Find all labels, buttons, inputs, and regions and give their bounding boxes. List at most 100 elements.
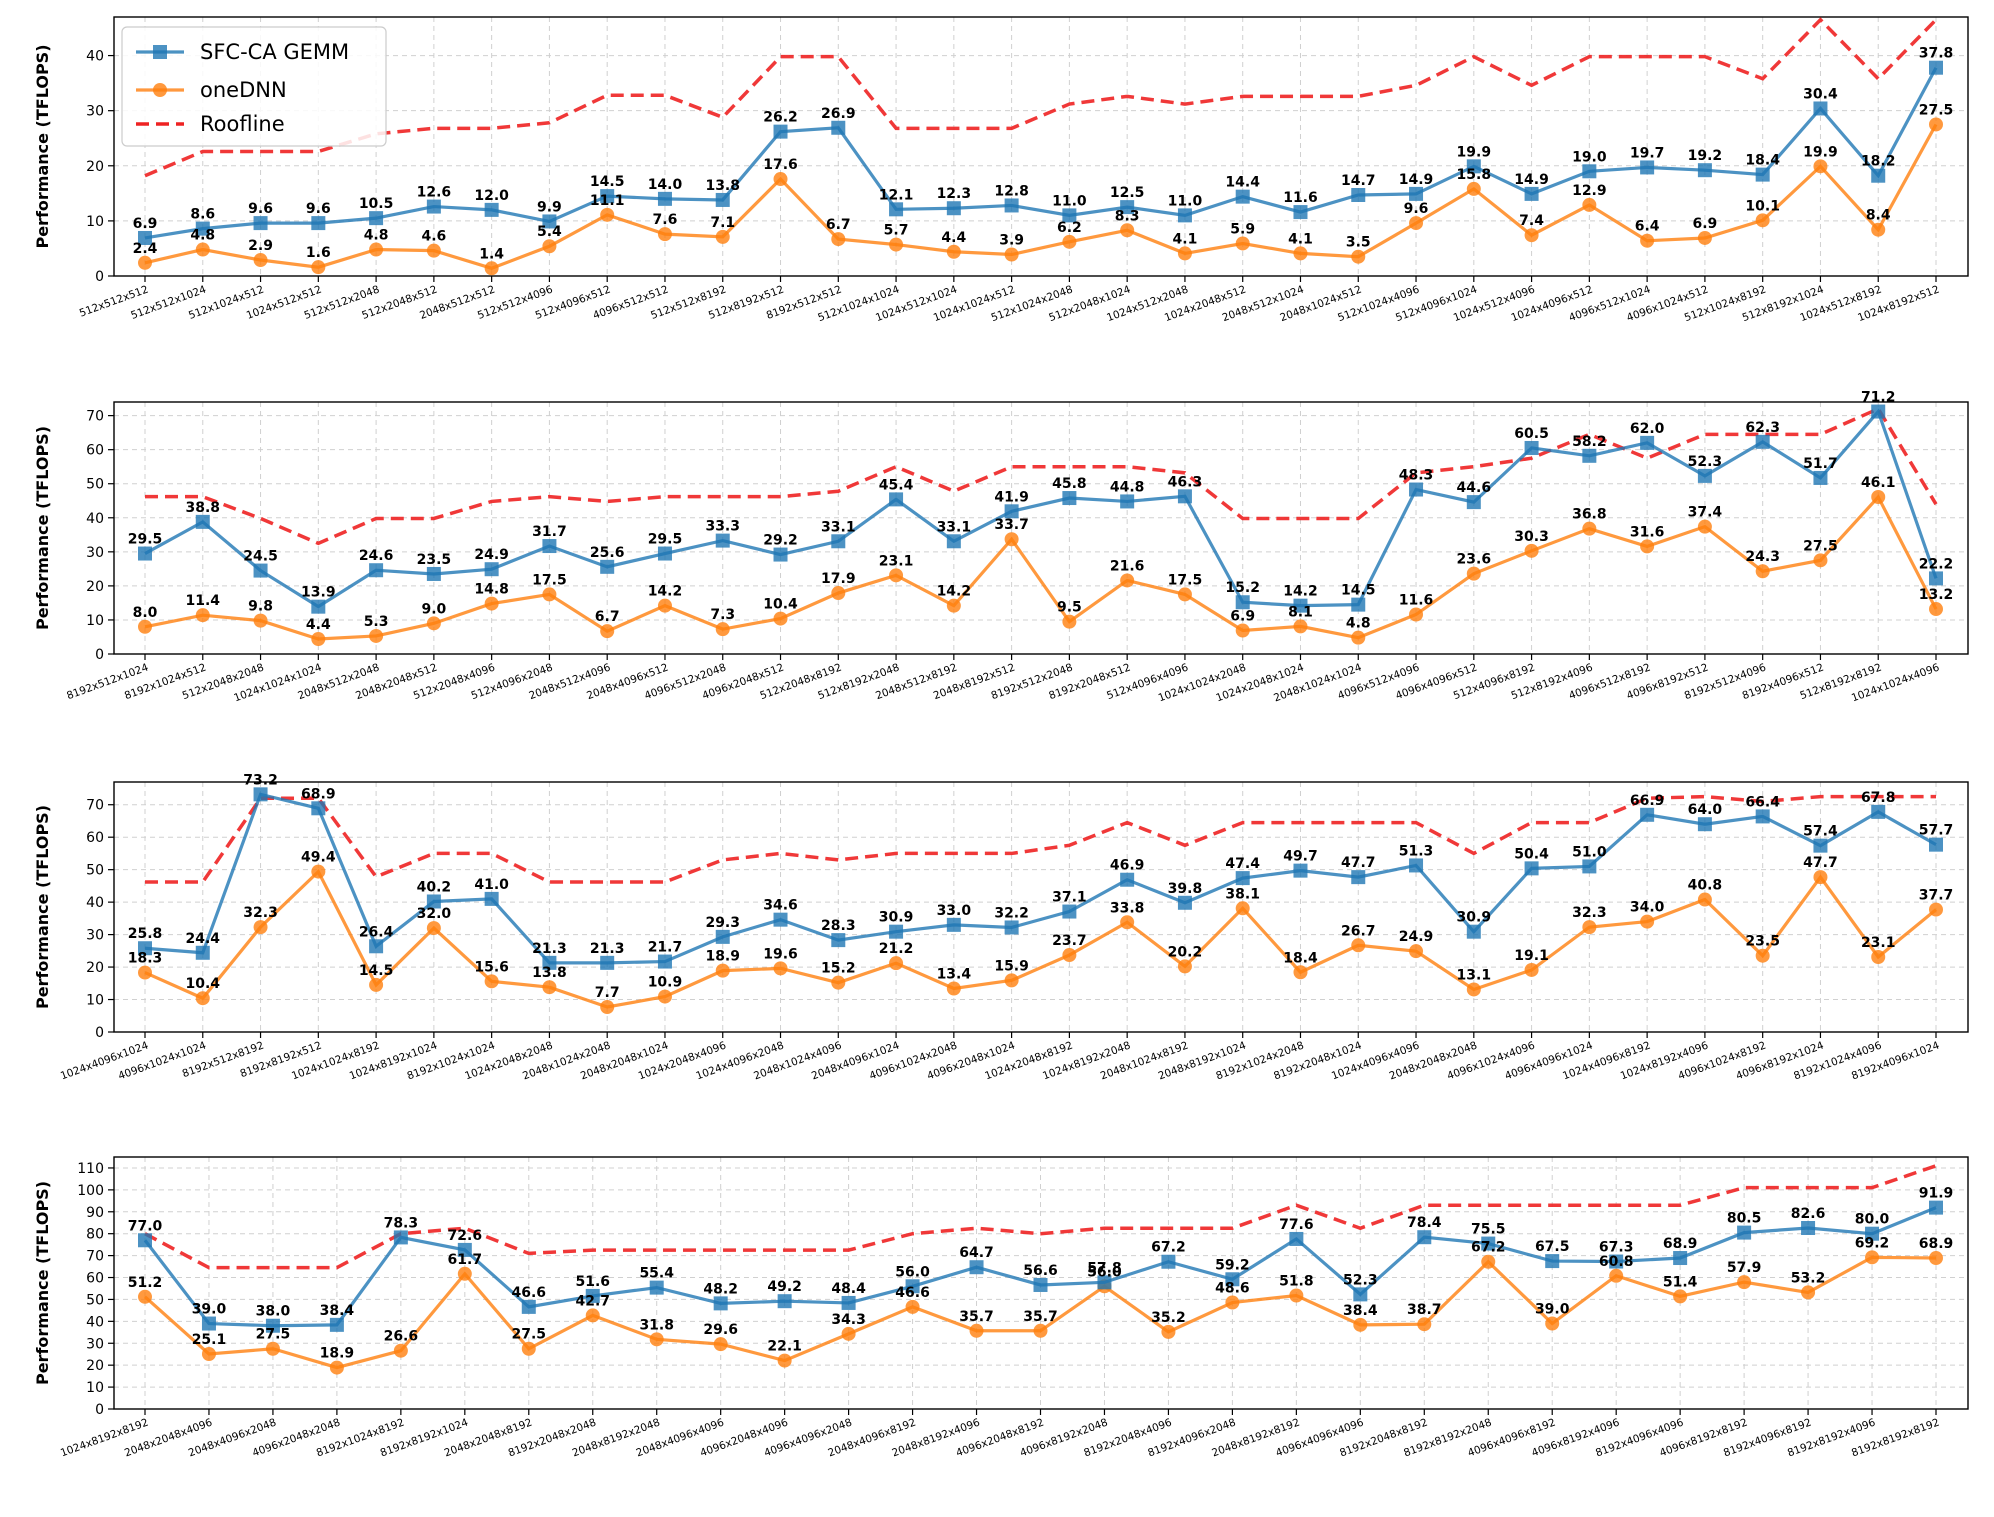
onednn-point <box>1351 630 1366 645</box>
onednn-data-label: 5.4 <box>537 224 562 240</box>
sfc-ca-gemm-point <box>1673 1251 1688 1266</box>
sfc-ca-gemm-point <box>773 912 788 927</box>
onednn-data-label: 34.3 <box>831 1312 866 1328</box>
sfc-ca-gemm-data-label: 29.3 <box>705 915 740 931</box>
onednn-point <box>484 261 499 276</box>
onednn-point <box>600 1000 615 1014</box>
onednn-data-label: 49.4 <box>301 850 336 866</box>
sfc-ca-gemm-data-label: 37.8 <box>1919 46 1954 62</box>
onednn-point <box>1929 117 1943 132</box>
onednn-data-label: 7.4 <box>1519 213 1544 229</box>
onednn-data-label: 10.9 <box>648 975 683 991</box>
sfc-ca-gemm-data-label: 14.9 <box>1514 172 1549 188</box>
sfc-ca-gemm-data-label: 19.9 <box>1457 144 1492 160</box>
sfc-ca-gemm-point <box>138 1233 152 1248</box>
sfc-ca-gemm-point <box>1353 1287 1368 1302</box>
sfc-ca-gemm-point <box>484 891 499 906</box>
onednn-point <box>773 611 788 626</box>
onednn-point <box>1293 619 1308 634</box>
onednn-point <box>201 1346 216 1361</box>
sfc-ca-gemm-data-label: 51.3 <box>1399 843 1434 859</box>
onednn-point <box>1813 159 1828 174</box>
legend-entry-label: SFC-CA GEMM <box>200 40 349 64</box>
onednn-data-label: 9.0 <box>421 601 446 617</box>
plot-frame <box>113 401 1969 655</box>
y-axis-label: Performance (TFLOPS) <box>33 44 52 248</box>
roofline-series-line <box>145 794 1936 884</box>
sfc-ca-gemm-point <box>329 1317 344 1332</box>
onednn-point <box>426 616 441 631</box>
y-tick-label: 110 <box>77 1161 104 1177</box>
onednn-data-label: 39.0 <box>1535 1302 1570 1318</box>
sfc-ca-gemm-data-label: 67.3 <box>1599 1240 1634 1256</box>
sfc-ca-gemm-point <box>1351 597 1366 612</box>
sfc-ca-gemm-data-label: 72.6 <box>448 1228 483 1244</box>
y-tick-label: 40 <box>86 49 104 65</box>
sfc-ca-gemm-data-label: 47.4 <box>1225 856 1260 872</box>
sfc-ca-gemm-data-label: 41.0 <box>474 877 509 893</box>
onednn-point <box>1466 566 1481 581</box>
onednn-data-label: 9.6 <box>1404 201 1429 217</box>
onednn-point <box>138 1289 152 1304</box>
sfc-ca-gemm-point <box>585 1288 600 1303</box>
onednn-series-line <box>144 123 1938 270</box>
sfc-ca-gemm-point <box>1640 807 1655 822</box>
sfc-ca-gemm-data-label: 49.7 <box>1283 849 1318 865</box>
onednn-point <box>1177 246 1192 261</box>
sfc-ca-gemm-data-label: 28.3 <box>821 918 856 934</box>
onednn-point <box>1120 573 1135 588</box>
onednn-series-line <box>144 868 1938 1009</box>
sfc-ca-gemm-point <box>713 1296 728 1311</box>
onednn-point <box>426 243 441 258</box>
legend-box <box>121 26 387 147</box>
sfc-ca-gemm-data-label: 33.0 <box>937 903 972 919</box>
sfc-ca-gemm-data-label: 56.0 <box>895 1264 930 1280</box>
onednn-data-label: 25.1 <box>192 1332 227 1348</box>
sfc-ca-gemm-point <box>1524 861 1539 876</box>
onednn-point <box>1582 197 1597 212</box>
sfc-ca-gemm-data-label: 51.0 <box>1572 844 1607 860</box>
onednn-data-label: 15.2 <box>821 961 856 977</box>
onednn-point <box>195 991 210 1006</box>
sfc-ca-gemm-point <box>1062 904 1077 919</box>
onednn-point <box>1871 950 1886 964</box>
onednn-point <box>649 1332 664 1347</box>
sfc-ca-gemm-data-label: 22.2 <box>1919 556 1954 572</box>
sfc-ca-gemm-data-label: 44.6 <box>1457 480 1492 496</box>
y-tick-label: 40 <box>86 1314 104 1330</box>
sfc-ca-gemm-point <box>195 945 210 960</box>
onednn-point <box>195 608 210 623</box>
onednn-point <box>1466 181 1481 196</box>
sfc-ca-gemm-point <box>1120 494 1135 509</box>
onednn-data-label: 67.2 <box>1471 1240 1506 1256</box>
onednn-point <box>777 1353 792 1368</box>
y-tick-label: 0 <box>95 647 104 663</box>
sfc-ca-gemm-data-label: 12.0 <box>474 188 509 204</box>
onednn-data-label: 14.2 <box>648 584 683 600</box>
sfc-ca-gemm-data-label: 41.9 <box>994 489 1029 505</box>
onednn-data-label: 8.0 <box>133 605 158 621</box>
onednn-data-label: 12.9 <box>1572 183 1607 199</box>
sfc-ca-gemm-data-label: 29.5 <box>128 532 163 548</box>
onednn-data-label: 23.6 <box>1457 552 1492 568</box>
sfc-ca-gemm-data-label: 14.5 <box>590 174 625 190</box>
sfc-ca-gemm-point <box>542 214 557 229</box>
onednn-data-label: 7.1 <box>710 215 735 231</box>
sfc-ca-gemm-point <box>1697 163 1712 178</box>
sfc-ca-gemm-data-label: 24.9 <box>474 547 509 563</box>
sfc-ca-gemm-point <box>1293 598 1308 613</box>
y-tick-label: 10 <box>86 214 104 230</box>
sfc-ca-gemm-point <box>946 201 961 216</box>
sfc-ca-gemm-data-label: 78.3 <box>384 1215 419 1231</box>
sfc-ca-gemm-point <box>1755 434 1770 449</box>
sfc-ca-gemm-point <box>426 894 441 909</box>
sfc-ca-gemm-point <box>369 563 384 578</box>
onednn-point <box>253 253 268 268</box>
onednn-data-label: 23.1 <box>879 553 914 569</box>
sfc-ca-gemm-data-label: 57.4 <box>1803 824 1838 840</box>
onednn-point <box>1235 623 1250 638</box>
sfc-ca-gemm-data-label: 18.4 <box>1745 153 1780 169</box>
y-tick-label: 60 <box>86 443 104 459</box>
onednn-point <box>1062 614 1077 629</box>
